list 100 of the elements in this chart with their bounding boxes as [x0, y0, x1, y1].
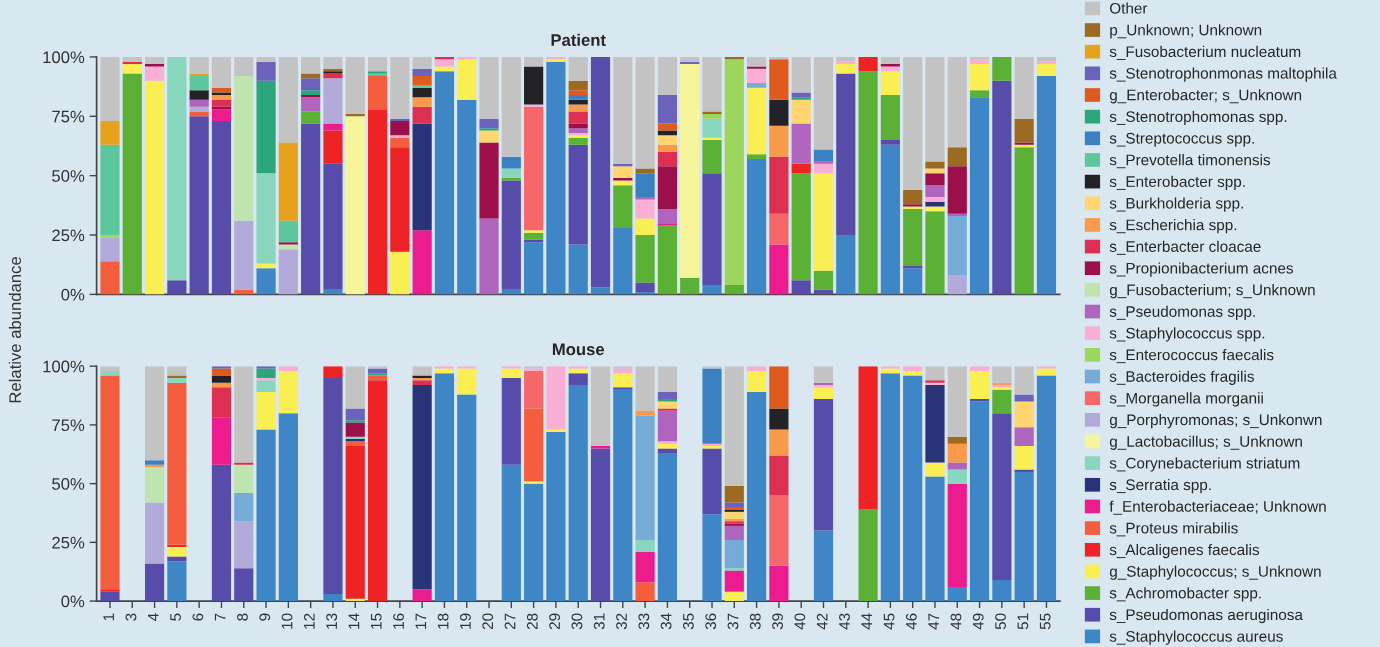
bar — [925, 201, 945, 207]
x-tick-label: 47 — [928, 613, 939, 630]
bar — [769, 366, 789, 409]
x-tick-label: 51 — [1017, 613, 1029, 630]
x-tick-label: 48 — [950, 613, 962, 630]
bar — [769, 99, 789, 126]
bar — [211, 99, 232, 107]
bar — [568, 128, 588, 133]
bar — [969, 370, 990, 400]
y-tick-label: 50% — [52, 170, 85, 182]
bar — [568, 90, 588, 95]
legend-label: g_Porphyromonas; s_Unkonwn — [1109, 413, 1322, 429]
x-tick-label: 29 — [549, 613, 561, 630]
bar — [635, 410, 655, 416]
bar — [969, 97, 990, 295]
bar — [144, 563, 165, 602]
x-tick-label: 18 — [437, 613, 449, 629]
bar — [189, 99, 209, 107]
bar — [144, 502, 165, 564]
bar — [189, 116, 209, 295]
legend-label: s_Enterobacter spp. — [1109, 175, 1245, 191]
bar — [702, 514, 722, 602]
bar — [791, 56, 811, 93]
bar — [546, 431, 566, 602]
bar — [501, 464, 521, 602]
legend-label: s_Alcaligenes faecalis — [1109, 543, 1260, 559]
bar — [501, 180, 521, 290]
bar — [969, 64, 990, 91]
bar — [747, 370, 767, 393]
bar — [635, 415, 655, 540]
x-tick-label: 38 — [749, 613, 761, 630]
bar — [947, 366, 967, 437]
bar — [925, 173, 945, 186]
legend-label: s_Streptococcus spp. — [1109, 132, 1254, 147]
legend-label: Other — [1110, 2, 1148, 14]
bar — [791, 99, 811, 124]
bar — [1014, 394, 1034, 402]
bar — [1014, 118, 1034, 143]
legend-label: g_Enterobacter; s_Unknown — [1109, 89, 1302, 104]
bar — [769, 244, 789, 295]
bar — [345, 408, 365, 421]
bar — [278, 142, 298, 221]
bar — [412, 366, 432, 376]
x-tick-label: 46 — [905, 613, 917, 630]
bar — [657, 135, 677, 145]
bar — [791, 280, 811, 295]
bar — [167, 547, 187, 557]
x-tick-label: 27 — [504, 613, 516, 630]
bar — [323, 123, 343, 131]
bar — [925, 56, 945, 162]
bar — [367, 373, 388, 376]
bar — [144, 66, 165, 81]
bar — [969, 59, 990, 65]
x-tick-label: 31 — [593, 613, 605, 630]
bar — [167, 56, 187, 281]
bar — [747, 392, 767, 602]
chart-title: Patient — [551, 33, 606, 46]
bar — [657, 223, 677, 226]
legend-label: s_Escherichia spp. — [1109, 219, 1237, 234]
legend-label: s_Bacteroides fragilis — [1109, 370, 1254, 385]
bar — [211, 56, 232, 88]
bar — [211, 94, 232, 100]
bar — [278, 56, 298, 143]
bar — [880, 373, 900, 602]
bar — [880, 56, 900, 65]
x-tick-label: 20 — [482, 613, 494, 630]
bar — [167, 280, 187, 295]
bar — [234, 366, 254, 463]
bar — [635, 366, 655, 411]
bar — [345, 116, 365, 295]
y-tick-label: 100% — [43, 51, 85, 64]
x-tick-label: 7 — [214, 613, 226, 621]
bar — [1014, 471, 1034, 602]
bar — [568, 144, 588, 245]
legend-label: s_Proteus mirabilis — [1109, 522, 1238, 537]
bar — [769, 565, 789, 602]
bar — [122, 73, 142, 295]
bar — [345, 446, 365, 599]
legend-label: s_Achromobacter spp. — [1109, 587, 1261, 602]
bar — [903, 375, 923, 602]
bar — [256, 429, 276, 602]
bar — [992, 413, 1012, 580]
legend-label: s_Pseudomonas spp. — [1109, 305, 1255, 320]
bar — [167, 366, 187, 376]
x-tick-label: 50 — [995, 613, 1006, 630]
bar — [724, 525, 744, 540]
bar — [479, 56, 499, 119]
bar — [278, 242, 298, 245]
legend-label: s_Stenotrophonmonas maltophila — [1109, 67, 1337, 82]
bar — [234, 493, 254, 522]
legend-label: s_Burkholderia spp. — [1109, 197, 1243, 212]
y-tick-label: 25% — [52, 229, 85, 242]
bar — [301, 90, 321, 95]
bar — [747, 87, 767, 155]
bar — [501, 56, 521, 157]
bar — [880, 71, 900, 95]
x-tick-label: 17 — [415, 613, 427, 629]
bar — [100, 370, 120, 376]
bar — [769, 156, 789, 214]
x-tick-label: 43 — [839, 613, 850, 630]
